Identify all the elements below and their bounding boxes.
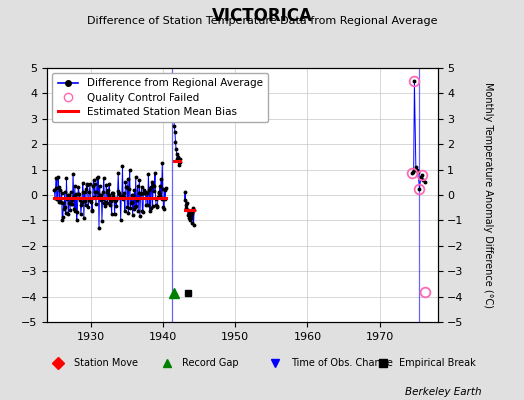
- Text: Difference of Station Temperature Data from Regional Average: Difference of Station Temperature Data f…: [87, 16, 437, 26]
- Legend: Difference from Regional Average, Quality Control Failed, Estimated Station Mean: Difference from Regional Average, Qualit…: [52, 73, 268, 122]
- Y-axis label: Monthly Temperature Anomaly Difference (°C): Monthly Temperature Anomaly Difference (…: [483, 82, 493, 308]
- Text: Time of Obs. Change: Time of Obs. Change: [290, 358, 392, 368]
- Text: Record Gap: Record Gap: [182, 358, 239, 368]
- Text: VICTORICA: VICTORICA: [212, 7, 312, 25]
- Text: Berkeley Earth: Berkeley Earth: [406, 387, 482, 397]
- Text: Station Move: Station Move: [74, 358, 138, 368]
- Text: Empirical Break: Empirical Break: [399, 358, 475, 368]
